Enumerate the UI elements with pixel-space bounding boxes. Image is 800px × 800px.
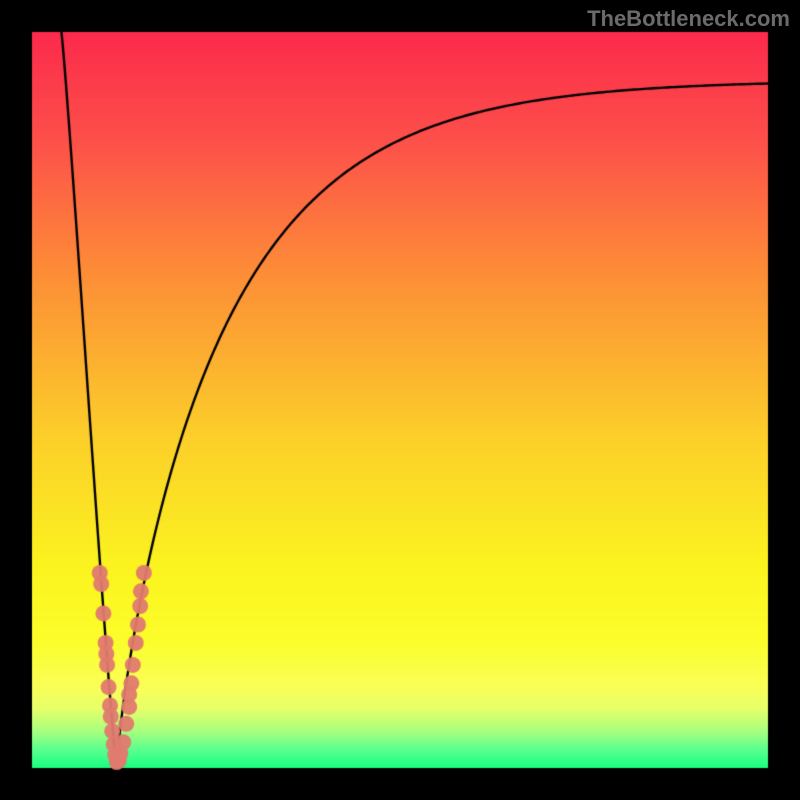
chart-canvas [0,0,800,800]
chart-container: TheBottleneck.com [0,0,800,800]
